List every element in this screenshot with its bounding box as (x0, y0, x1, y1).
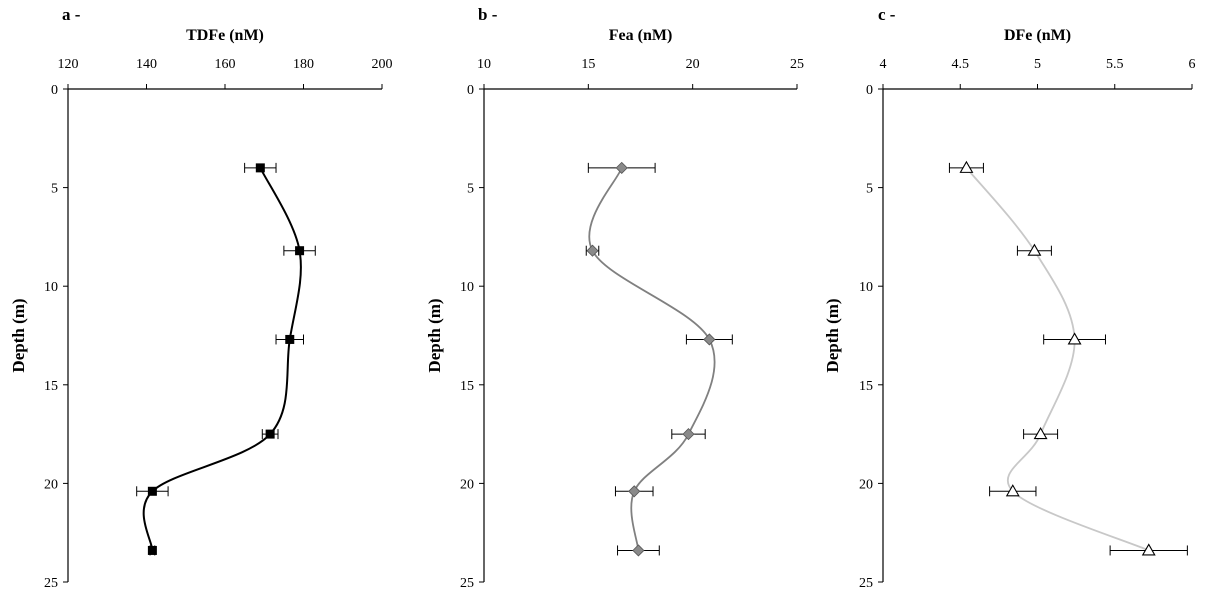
y-tick-label: 20 (44, 477, 58, 492)
panel-b: 10 15 20 25 0 5 10 15 20 25 b - Fea (nM) Depth (m) (425, 5, 804, 591)
x-axis-title: TDFe (nM) (186, 27, 264, 44)
series-line (589, 168, 714, 551)
x-tick-label: 200 (372, 57, 393, 72)
y-tick-label: 20 (859, 477, 873, 492)
panel-label: c - (878, 5, 896, 24)
x-tick-label: 10 (477, 57, 491, 72)
x-tick-label: 180 (293, 57, 314, 72)
y-tick-label: 25 (460, 576, 474, 591)
x-tick-label: 5.5 (1106, 57, 1124, 72)
data-point (960, 162, 972, 173)
data-point (587, 245, 598, 256)
x-axis-title: Fea (nM) (609, 27, 673, 44)
y-tick-label: 0 (866, 83, 873, 98)
y-tick-label: 5 (866, 182, 873, 197)
x-tick-label: 20 (686, 57, 700, 72)
data-point (266, 430, 275, 439)
y-tick-label: 10 (859, 280, 873, 295)
y-tick-label: 25 (859, 576, 873, 591)
y-axis-title: Depth (m) (823, 298, 842, 372)
y-tick-label: 10 (460, 280, 474, 295)
y-tick-label: 25 (44, 576, 58, 591)
data-point (1028, 245, 1040, 256)
data-point (148, 487, 157, 496)
data-point (704, 334, 715, 345)
data-point (616, 162, 627, 173)
y-tick-label: 0 (467, 83, 474, 98)
data-point (629, 486, 640, 497)
y-tick-label: 5 (467, 182, 474, 197)
panel-a: 120 140 160 180 200 0 5 10 15 20 25 a - TDFe (nM) Dep… (9, 5, 393, 591)
data-point (256, 163, 265, 172)
data-point (1035, 428, 1047, 439)
x-tick-label: 25 (790, 57, 804, 72)
x-tick-label: 5 (1034, 57, 1041, 72)
data-point (633, 545, 644, 556)
series-line (144, 168, 301, 551)
panel-label: a - (62, 5, 81, 24)
x-tick-label: 120 (58, 57, 79, 72)
y-tick-label: 5 (51, 182, 58, 197)
x-tick-label: 6 (1189, 57, 1196, 72)
x-tick-label: 4 (880, 57, 887, 72)
panel-label: b - (478, 5, 498, 24)
y-tick-label: 15 (44, 379, 58, 394)
y-tick-label: 10 (44, 280, 58, 295)
y-tick-label: 20 (460, 477, 474, 492)
x-tick-label: 160 (215, 57, 236, 72)
data-point (285, 335, 294, 344)
y-tick-label: 15 (859, 379, 873, 394)
x-axis-title: DFe (nM) (1004, 27, 1071, 44)
series-line (966, 168, 1148, 551)
data-point (148, 546, 157, 555)
data-point (683, 429, 694, 440)
x-tick-label: 4.5 (952, 57, 970, 72)
data-point (295, 246, 304, 255)
panel-c: 4 4.5 5 5.5 6 0 5 10 15 20 25 c - DFe (nM) Depth (m) (823, 5, 1196, 591)
y-tick-label: 15 (460, 379, 474, 394)
x-tick-label: 15 (581, 57, 595, 72)
y-tick-label: 0 (51, 83, 58, 98)
x-tick-label: 140 (136, 57, 157, 72)
y-axis-title: Depth (m) (425, 298, 444, 372)
y-axis-title: Depth (m) (9, 298, 28, 372)
data-point (1069, 333, 1081, 344)
